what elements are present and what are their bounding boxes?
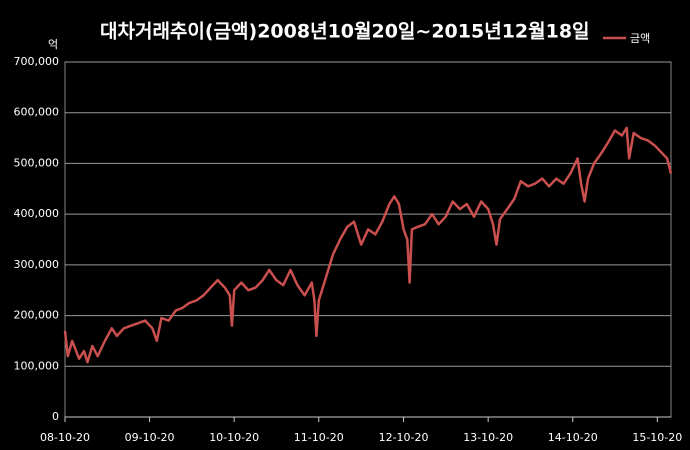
y-tick-label: 500,000 bbox=[14, 156, 60, 169]
y-axis-label: 억 bbox=[48, 38, 58, 51]
y-tick-label: 700,000 bbox=[14, 55, 60, 68]
x-tick-label: 09-10-20 bbox=[125, 431, 175, 444]
chart-title: 대차거래추이(금액)2008년10월20일~2015년12월18일 bbox=[100, 21, 590, 43]
data-line bbox=[63, 126, 673, 364]
x-tick-label: 10-10-20 bbox=[209, 431, 259, 444]
y-tick-label: 600,000 bbox=[14, 106, 60, 119]
legend-label: 금액 bbox=[630, 32, 650, 45]
x-tick-label: 12-10-20 bbox=[379, 431, 429, 444]
y-tick-label: 0 bbox=[52, 410, 59, 423]
x-tick-label: 13-10-20 bbox=[463, 431, 513, 444]
x-tick-label: 15-10-20 bbox=[632, 431, 682, 444]
y-tick-label: 100,000 bbox=[14, 359, 60, 372]
y-tick-label: 300,000 bbox=[14, 258, 60, 271]
plot-area bbox=[64, 61, 672, 418]
y-tick-label: 200,000 bbox=[14, 309, 60, 322]
y-tick-label: 400,000 bbox=[14, 207, 60, 220]
x-tick-label: 14-10-20 bbox=[548, 431, 598, 444]
x-tick-label: 11-10-20 bbox=[294, 431, 344, 444]
x-tick-label: 08-10-20 bbox=[40, 431, 90, 444]
